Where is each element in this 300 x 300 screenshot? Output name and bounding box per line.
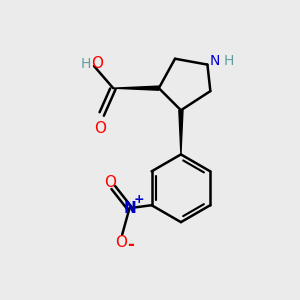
Text: +: + [134, 193, 144, 206]
Text: N: N [210, 54, 220, 68]
Text: N: N [123, 201, 136, 216]
Polygon shape [113, 86, 159, 90]
Text: H: H [224, 54, 234, 68]
Text: O: O [115, 236, 127, 250]
Text: O: O [94, 121, 106, 136]
Text: O: O [104, 175, 116, 190]
Text: H: H [80, 57, 91, 71]
Text: -: - [127, 236, 134, 254]
Polygon shape [179, 110, 183, 154]
Text: O: O [91, 56, 103, 71]
